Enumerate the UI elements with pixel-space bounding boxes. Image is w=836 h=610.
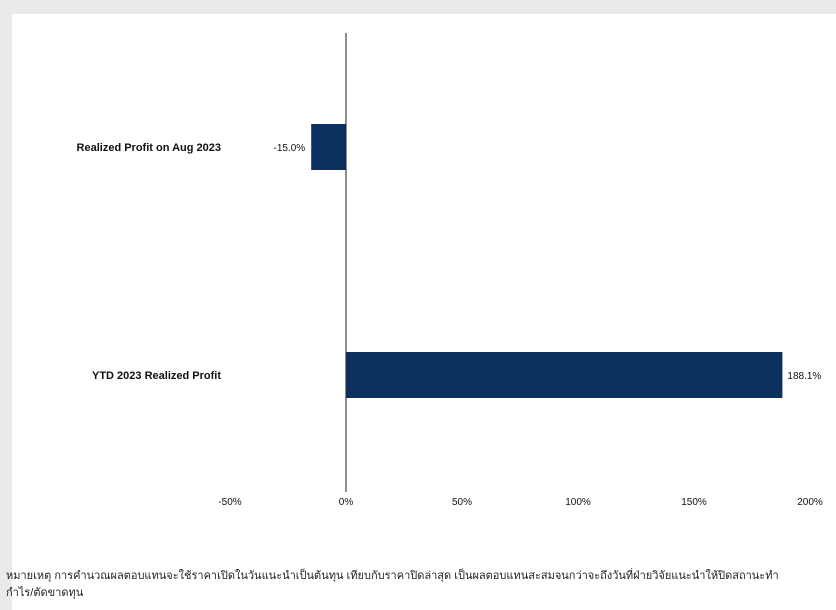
bar-1 (346, 352, 783, 398)
x-tick-label-5: 200% (797, 497, 823, 508)
bars-layer (311, 124, 783, 398)
footnote-line-2: กำไร/ตัดขาดทุน (6, 587, 84, 599)
x-tick-labels: -50% 0% 50% 100% 150% 200% (218, 497, 823, 508)
data-label-1: 188.1% (787, 371, 821, 382)
x-tick-label-3: 100% (565, 497, 591, 508)
bar-0 (311, 124, 346, 170)
category-label-0: Realized Profit on Aug 2023 (77, 142, 221, 154)
x-tick-label-1: 0% (339, 497, 354, 508)
x-tick-label-4: 150% (681, 497, 707, 508)
chart-panel (12, 14, 836, 610)
x-tick-label-0: -50% (218, 497, 241, 508)
category-label-1: YTD 2023 Realized Profit (92, 370, 221, 382)
data-label-0: -15.0% (274, 143, 306, 154)
bar-chart: Realized Profit on Aug 2023 -15.0% YTD 202… (77, 33, 823, 508)
footnote: หมายเหตุ การคำนวณผลตอบแทนจะใช้ราคาเปิดใน… (6, 568, 830, 602)
x-tick-label-2: 50% (452, 497, 472, 508)
labels-layer: Realized Profit on Aug 2023 -15.0% YTD 202… (77, 142, 822, 382)
footnote-line-1: หมายเหตุ การคำนวณผลตอบแทนจะใช้ราคาเปิดใน… (6, 570, 779, 582)
